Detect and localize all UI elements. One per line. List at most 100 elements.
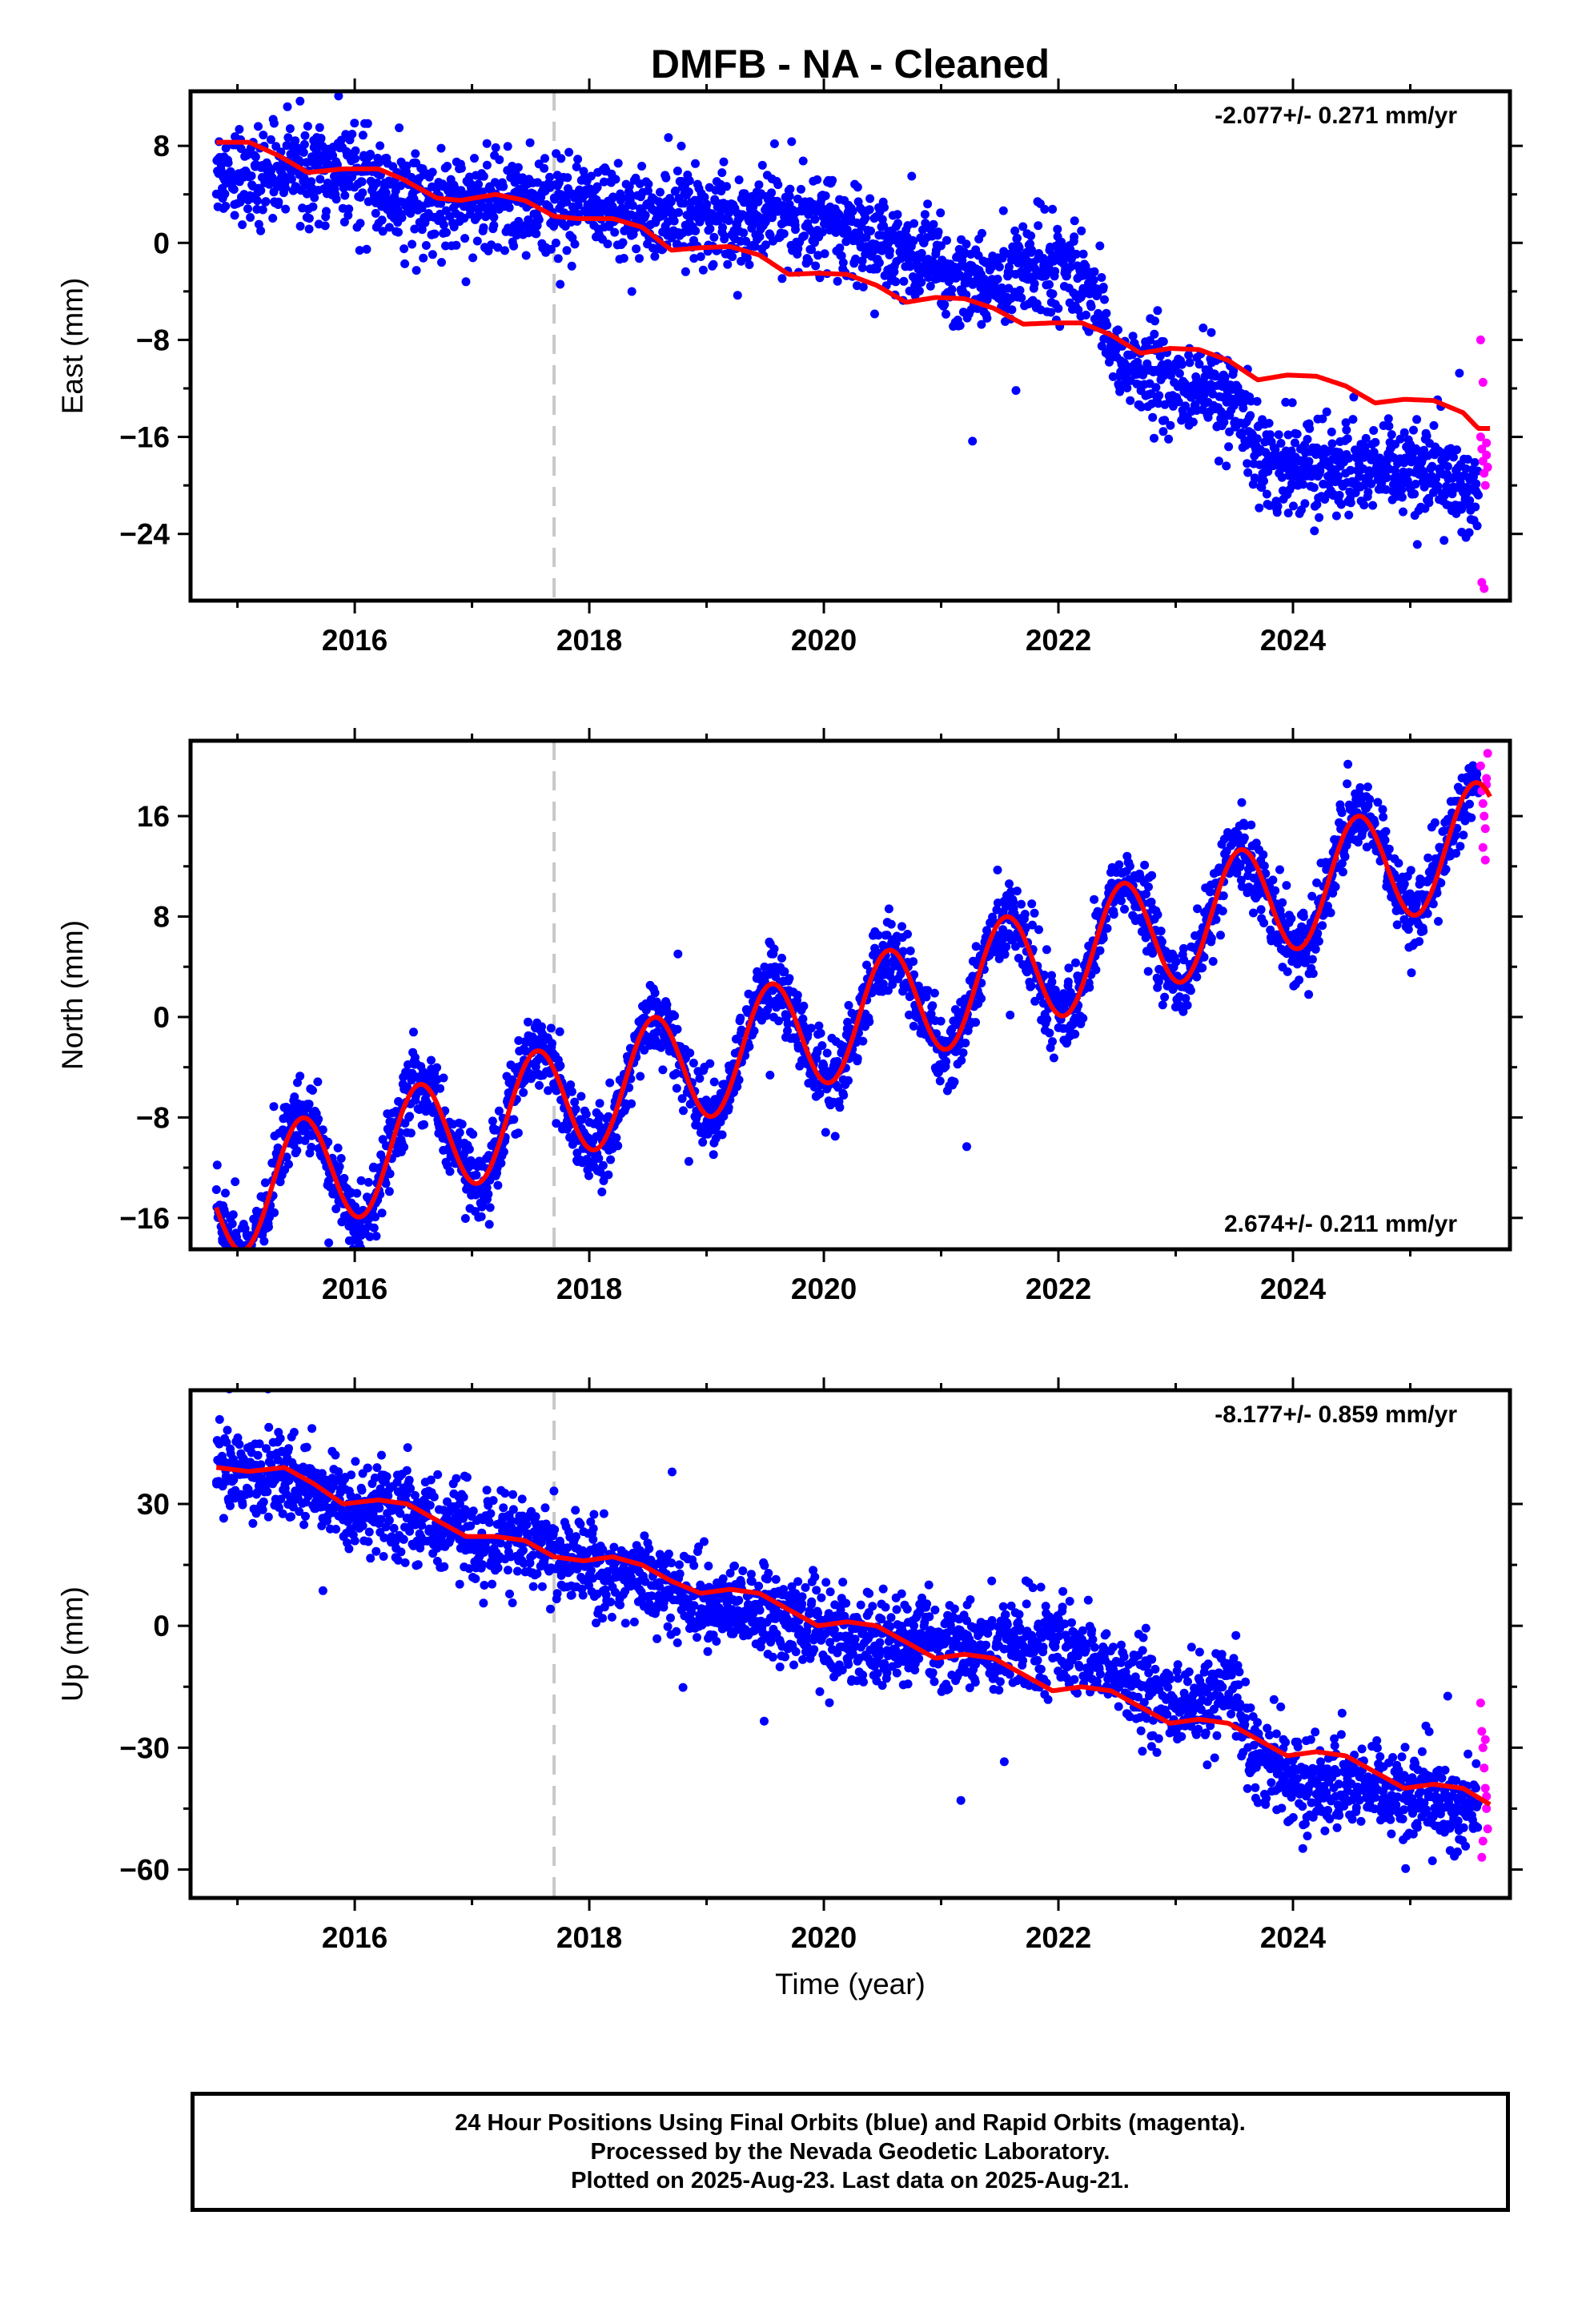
final-point [1070,216,1079,226]
final-point [709,232,719,242]
final-point [1000,950,1010,959]
final-point [1211,915,1221,924]
final-point [774,1016,784,1026]
final-point [439,220,448,230]
final-point [1452,445,1462,455]
final-point [798,156,808,166]
final-point [977,994,986,1003]
final-point [793,991,802,1000]
final-point [1224,442,1234,452]
final-point [396,181,406,191]
final-point [394,227,403,237]
final-point [696,252,705,261]
final-point [282,1152,291,1162]
final-point [1360,442,1370,451]
final-point [1341,418,1351,428]
final-point [384,1187,394,1196]
final-point [755,232,765,242]
final-point [406,1128,416,1138]
final-point [1308,969,1318,979]
final-point [571,1104,580,1114]
final-point [962,239,971,249]
final-point [237,1265,246,1274]
final-point [221,143,231,153]
final-point [1102,308,1111,318]
final-point [1027,899,1037,909]
final-point [618,238,628,247]
final-point [509,241,519,251]
final-point [936,1016,946,1026]
final-point [909,1021,918,1031]
final-point [1243,459,1252,468]
final-point [1066,262,1075,271]
final-point [1382,473,1391,482]
final-point [315,175,325,184]
final-point [1252,396,1262,406]
final-point [717,168,727,178]
final-point [1464,528,1474,537]
final-point [567,261,576,271]
final-point [865,1017,874,1027]
final-point [231,1277,240,1285]
final-point [1026,981,1036,991]
final-point [1011,386,1021,396]
final-point [304,214,314,223]
final-point [320,221,330,231]
final-point [378,227,387,236]
final-point [1090,895,1099,904]
final-point [227,1219,237,1228]
final-point [828,175,837,185]
final-point [489,212,499,222]
final-point [1158,1000,1167,1010]
final-point [476,1212,486,1221]
final-point [1078,1014,1088,1023]
final-point [1278,898,1287,907]
final-point [514,1035,524,1045]
final-point [728,252,737,262]
final-point [1150,316,1159,326]
final-point [1244,883,1254,892]
final-point [308,202,318,211]
final-point [1078,249,1088,259]
final-point [662,1000,672,1009]
final-point [586,171,596,181]
final-point [1255,503,1264,513]
final-point [1246,411,1255,420]
y-tick-label: −16 [119,421,170,454]
final-point [535,1080,544,1090]
final-point [562,197,572,207]
final-point [236,1272,245,1281]
final-point [581,1109,591,1119]
final-point [1086,302,1096,312]
y-tick-label: 0 [153,227,170,259]
final-point [926,1009,936,1019]
final-point [719,1112,729,1121]
final-point [907,171,917,181]
final-point [1030,279,1039,288]
final-point [228,1252,237,1261]
final-point [962,1142,971,1152]
final-point [942,1056,951,1066]
final-point [680,199,689,208]
final-point [251,152,260,162]
final-point [436,199,446,208]
final-point [248,1250,257,1259]
final-point [1412,540,1422,549]
final-point [333,1144,343,1152]
final-point [1247,820,1256,830]
final-point [613,1141,623,1151]
final-point [720,231,729,241]
final-point [495,155,504,164]
final-point [1351,445,1360,455]
final-point [1363,488,1373,497]
final-point [1154,399,1163,408]
final-point [244,1272,253,1281]
final-point [269,1102,279,1112]
final-point [858,1036,868,1046]
final-point [381,1179,391,1188]
final-point [553,254,563,263]
final-point [221,1188,230,1198]
final-point [616,195,625,205]
final-point [870,943,880,953]
